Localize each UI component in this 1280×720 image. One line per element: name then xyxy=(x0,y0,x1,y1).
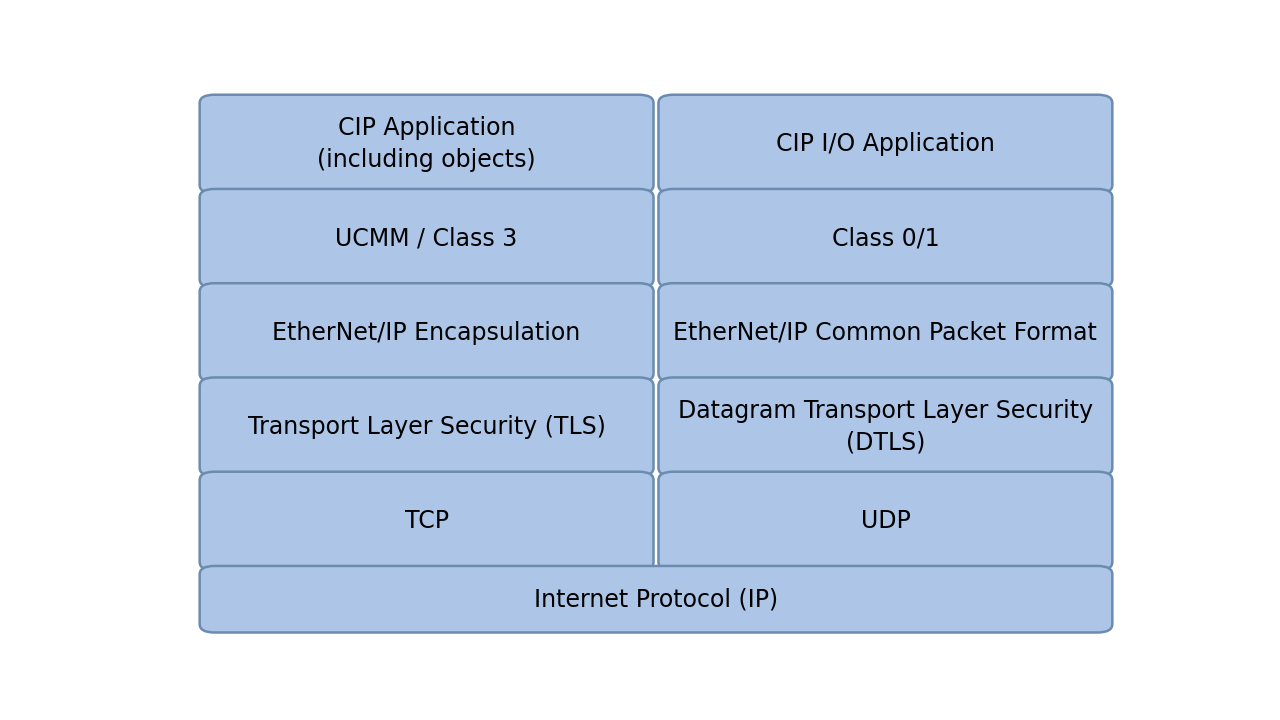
FancyBboxPatch shape xyxy=(200,283,654,382)
FancyBboxPatch shape xyxy=(200,189,654,288)
Text: Class 0/1: Class 0/1 xyxy=(832,226,940,251)
Text: CIP I/O Application: CIP I/O Application xyxy=(776,132,995,156)
FancyBboxPatch shape xyxy=(658,95,1112,194)
Text: CIP Application
(including objects): CIP Application (including objects) xyxy=(317,116,536,172)
Text: EtherNet/IP Encapsulation: EtherNet/IP Encapsulation xyxy=(273,320,581,345)
FancyBboxPatch shape xyxy=(200,472,654,570)
FancyBboxPatch shape xyxy=(658,377,1112,476)
FancyBboxPatch shape xyxy=(200,566,1112,632)
Text: Datagram Transport Layer Security
(DTLS): Datagram Transport Layer Security (DTLS) xyxy=(678,399,1093,454)
FancyBboxPatch shape xyxy=(658,472,1112,570)
FancyBboxPatch shape xyxy=(658,189,1112,288)
FancyBboxPatch shape xyxy=(200,95,654,194)
Text: EtherNet/IP Common Packet Format: EtherNet/IP Common Packet Format xyxy=(673,320,1097,345)
FancyBboxPatch shape xyxy=(658,283,1112,382)
Text: TCP: TCP xyxy=(404,509,448,533)
FancyBboxPatch shape xyxy=(200,377,654,476)
Text: UDP: UDP xyxy=(860,509,910,533)
Text: Internet Protocol (IP): Internet Protocol (IP) xyxy=(534,588,778,611)
Text: UCMM / Class 3: UCMM / Class 3 xyxy=(335,226,517,251)
Text: Transport Layer Security (TLS): Transport Layer Security (TLS) xyxy=(247,415,605,438)
